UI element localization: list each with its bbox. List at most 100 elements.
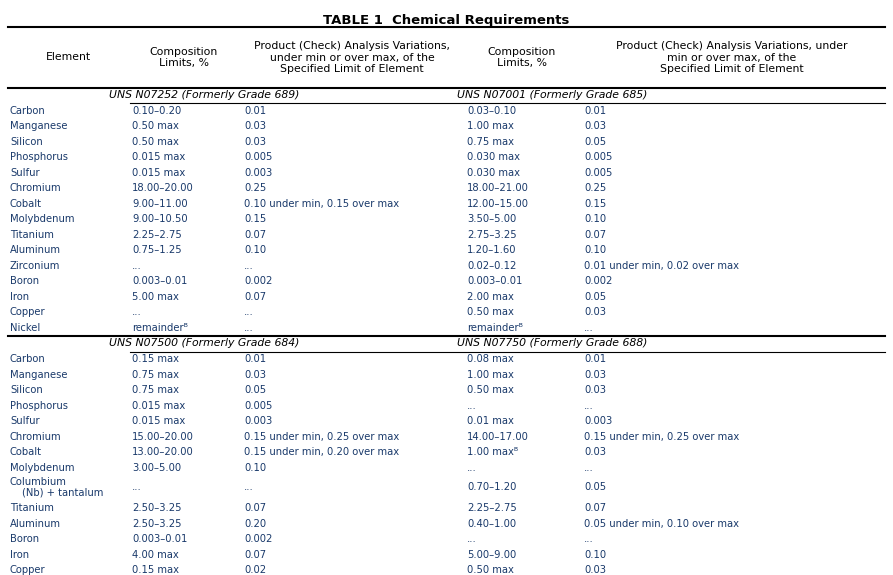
- Text: 14.00–17.00: 14.00–17.00: [467, 432, 529, 442]
- Text: 0.15 max: 0.15 max: [132, 354, 179, 364]
- Text: 13.00–20.00: 13.00–20.00: [132, 447, 194, 457]
- Text: Phosphorus: Phosphorus: [10, 401, 68, 411]
- Text: remainderᴮ: remainderᴮ: [467, 323, 523, 333]
- Text: 0.07: 0.07: [584, 230, 606, 240]
- Text: 0.030 max: 0.030 max: [467, 152, 520, 162]
- Text: ...: ...: [467, 534, 477, 544]
- Text: Silicon: Silicon: [10, 385, 43, 395]
- Text: 2.75–3.25: 2.75–3.25: [467, 230, 517, 240]
- Text: 0.03: 0.03: [584, 370, 606, 380]
- Text: 0.005: 0.005: [244, 401, 272, 411]
- Text: 0.003: 0.003: [244, 416, 272, 426]
- Text: 0.003: 0.003: [584, 416, 613, 426]
- Text: TABLE 1  Chemical Requirements: TABLE 1 Chemical Requirements: [322, 14, 569, 27]
- Text: Cobalt: Cobalt: [10, 447, 42, 457]
- Text: 0.03–0.10: 0.03–0.10: [467, 106, 516, 116]
- Text: 0.10: 0.10: [584, 214, 606, 224]
- Text: 2.25–2.75: 2.25–2.75: [467, 503, 517, 513]
- Text: Chromium: Chromium: [10, 432, 62, 442]
- Text: 0.15: 0.15: [584, 199, 606, 209]
- Text: Zirconium: Zirconium: [10, 260, 61, 271]
- Text: Carbon: Carbon: [10, 106, 46, 116]
- Text: Titanium: Titanium: [10, 503, 54, 513]
- Text: (Nb) + tantalum: (Nb) + tantalum: [22, 488, 104, 497]
- Text: ...: ...: [244, 260, 254, 271]
- Text: Columbium: Columbium: [10, 477, 67, 486]
- Text: 0.03: 0.03: [244, 121, 266, 131]
- Text: 0.40–1.00: 0.40–1.00: [467, 519, 516, 528]
- Text: 0.50 max: 0.50 max: [467, 565, 513, 575]
- Text: 0.030 max: 0.030 max: [467, 168, 520, 178]
- Text: 0.01 under min, 0.02 over max: 0.01 under min, 0.02 over max: [584, 260, 739, 271]
- Text: 2.00 max: 2.00 max: [467, 292, 513, 302]
- Text: 0.75 max: 0.75 max: [467, 137, 514, 147]
- Text: 15.00–20.00: 15.00–20.00: [132, 432, 194, 442]
- Text: ...: ...: [467, 401, 477, 411]
- Text: Iron: Iron: [10, 550, 29, 559]
- Text: 0.10 under min, 0.15 over max: 0.10 under min, 0.15 over max: [244, 199, 399, 209]
- Text: 2.50–3.25: 2.50–3.25: [132, 519, 181, 528]
- Text: Manganese: Manganese: [10, 121, 68, 131]
- Text: 0.005: 0.005: [584, 152, 613, 162]
- Text: 0.75 max: 0.75 max: [132, 385, 179, 395]
- Text: 0.25: 0.25: [584, 183, 606, 193]
- Text: 1.00 max: 1.00 max: [467, 121, 513, 131]
- Text: 0.015 max: 0.015 max: [132, 416, 185, 426]
- Text: 18.00–21.00: 18.00–21.00: [467, 183, 529, 193]
- Text: 0.015 max: 0.015 max: [132, 168, 185, 178]
- Text: 0.05: 0.05: [584, 482, 606, 492]
- Text: Aluminum: Aluminum: [10, 246, 61, 255]
- Text: UNS N07750 (Formerly Grade 688): UNS N07750 (Formerly Grade 688): [457, 339, 647, 348]
- Text: 0.03: 0.03: [584, 121, 606, 131]
- Text: 0.05: 0.05: [244, 385, 266, 395]
- Text: 9.00–11.00: 9.00–11.00: [132, 199, 188, 209]
- Text: 0.003–0.01: 0.003–0.01: [467, 276, 522, 286]
- Text: 0.002: 0.002: [584, 276, 613, 286]
- Text: Composition
Limits, %: Composition Limits, %: [488, 47, 556, 68]
- Text: 0.15: 0.15: [244, 214, 266, 224]
- Text: Product (Check) Analysis Variations, under
min or over max, of the
Specified Lim: Product (Check) Analysis Variations, und…: [616, 41, 847, 74]
- Text: 0.15 max: 0.15 max: [132, 565, 179, 575]
- Text: Phosphorus: Phosphorus: [10, 152, 68, 162]
- Text: 0.07: 0.07: [244, 550, 266, 559]
- Text: 0.05 under min, 0.10 over max: 0.05 under min, 0.10 over max: [584, 519, 739, 528]
- Text: 0.10: 0.10: [584, 246, 606, 255]
- Text: ...: ...: [244, 307, 254, 317]
- Text: 0.015 max: 0.015 max: [132, 152, 185, 162]
- Text: ...: ...: [584, 463, 594, 473]
- Text: Silicon: Silicon: [10, 137, 43, 147]
- Text: 5.00–9.00: 5.00–9.00: [467, 550, 516, 559]
- Text: 0.005: 0.005: [244, 152, 272, 162]
- Text: 18.00–20.00: 18.00–20.00: [132, 183, 194, 193]
- Text: 0.07: 0.07: [244, 292, 266, 302]
- Text: 1.20–1.60: 1.20–1.60: [467, 246, 516, 255]
- Text: 9.00–10.50: 9.00–10.50: [132, 214, 188, 224]
- Text: 2.50–3.25: 2.50–3.25: [132, 503, 181, 513]
- Text: 12.00–15.00: 12.00–15.00: [467, 199, 529, 209]
- Text: 0.10: 0.10: [584, 550, 606, 559]
- Text: 0.07: 0.07: [244, 503, 266, 513]
- Text: Nickel: Nickel: [10, 323, 40, 333]
- Text: 3.00–5.00: 3.00–5.00: [132, 463, 181, 473]
- Text: 5.00 max: 5.00 max: [132, 292, 179, 302]
- Text: Element: Element: [46, 52, 90, 63]
- Text: ...: ...: [132, 260, 142, 271]
- Text: 0.15 under min, 0.25 over max: 0.15 under min, 0.25 over max: [584, 432, 739, 442]
- Text: ...: ...: [584, 534, 594, 544]
- Text: 2.25–2.75: 2.25–2.75: [132, 230, 182, 240]
- Text: 0.03: 0.03: [584, 447, 606, 457]
- Text: 1.00 max: 1.00 max: [467, 370, 513, 380]
- Text: 3.50–5.00: 3.50–5.00: [467, 214, 516, 224]
- Text: 0.03: 0.03: [244, 137, 266, 147]
- Text: ...: ...: [244, 482, 254, 492]
- Text: ...: ...: [132, 307, 142, 317]
- Text: Manganese: Manganese: [10, 370, 68, 380]
- Text: 0.01: 0.01: [584, 354, 606, 364]
- Text: Chromium: Chromium: [10, 183, 62, 193]
- Text: 0.003: 0.003: [244, 168, 272, 178]
- Text: remainderᴮ: remainderᴮ: [132, 323, 188, 333]
- Text: 0.002: 0.002: [244, 276, 272, 286]
- Text: 0.70–1.20: 0.70–1.20: [467, 482, 516, 492]
- Text: 0.75–1.25: 0.75–1.25: [132, 246, 181, 255]
- Text: 4.00 max: 4.00 max: [132, 550, 179, 559]
